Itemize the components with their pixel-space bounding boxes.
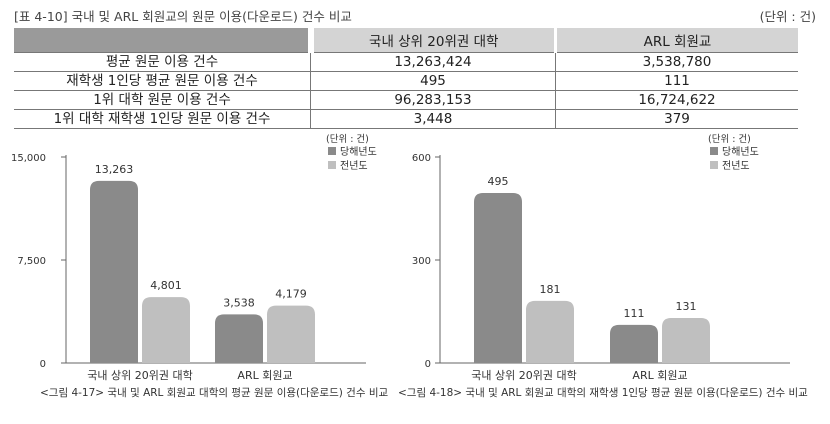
cell-domestic: 3,448 [310,109,556,129]
table-row: 평균 원문 이용 건수 13,263,424 3,538,780 [14,52,798,72]
cell-arl: 3,538,780 [555,52,798,72]
y-tick-label: 15,000 [11,153,46,164]
legend-label: 당해년도 [340,145,377,158]
legend-swatch [328,147,336,155]
row-label: 1위 대학 원문 이용 건수 [14,90,311,110]
column-header-domestic: 국내 상위 20위권 대학 [310,28,556,53]
cell-domestic: 13,263,424 [310,52,556,72]
comparison-table: 국내 상위 20위권 대학 ARL 회원교 평균 원문 이용 건수 13,263… [14,28,798,129]
cell-arl: 379 [555,109,798,129]
figure-caption: <그림 4-18> 국내 및 ARL 회원교 대학의 재학생 1인당 평균 원문… [398,387,808,399]
cell-arl: 16,724,622 [555,90,798,110]
bar-previous-year [267,305,315,363]
legend-unit: (단위 : 건) [326,133,369,145]
bar-value-label: 4,801 [150,279,182,292]
bar-previous-year [526,300,574,363]
cell-arl: 111 [555,71,798,91]
row-label: 재학생 1인당 평균 원문 이용 건수 [14,71,311,91]
table-title: [표 4-10] 국내 및 ARL 회원교의 원문 이용(다운로드) 건수 비교 [14,9,352,24]
bar-value-label: 181 [540,283,561,296]
bar-current-year [474,193,522,363]
table-header-blank [14,28,314,53]
bar-value-label: 4,179 [275,288,307,301]
x-category-label: ARL 회원교 [237,369,292,382]
x-category-label: 국내 상위 20위권 대학 [87,369,192,382]
bar-value-label: 13,263 [95,163,134,176]
legend-label: 전년도 [340,160,368,172]
column-header-arl: ARL 회원교 [554,28,798,53]
bar-current-year [610,324,658,363]
row-label: 평균 원문 이용 건수 [14,52,311,72]
bar-previous-year [662,318,710,363]
bar-value-label: 131 [676,300,697,313]
y-tick-label: 0 [425,359,431,370]
x-category-label: 국내 상위 20위권 대학 [471,369,576,382]
legend-swatch [328,161,336,169]
legend-swatch [710,161,718,169]
legend-swatch [710,147,718,155]
table-caption-row: [표 4-10] 국내 및 ARL 회원교의 원문 이용(다운로드) 건수 비교… [14,6,816,24]
legend-label: 전년도 [722,160,750,172]
bar-previous-year [142,297,190,363]
row-label: 1위 대학 재학생 1인당 원문 이용 건수 [14,109,311,129]
table-unit: (단위 : 건) [759,9,816,24]
y-tick-label: 600 [412,153,431,164]
table-row: 1위 대학 원문 이용 건수 96,283,153 16,724,622 [14,90,798,110]
table-row: 재학생 1인당 평균 원문 이용 건수 495 111 [14,71,798,91]
bar-value-label: 495 [488,175,509,188]
bar-value-label: 3,538 [223,296,255,309]
legend-label: 당해년도 [722,145,759,158]
table-row: 1위 대학 재학생 1인당 원문 이용 건수 3,448 379 [14,109,798,129]
bar-current-year [90,180,138,363]
bar-value-label: 111 [624,307,645,320]
cell-domestic: 495 [310,71,556,91]
table-header-row: 국내 상위 20위권 대학 ARL 회원교 [14,28,798,53]
y-tick-label: 7,500 [17,256,46,267]
y-tick-label: 300 [412,256,431,267]
figure-caption: <그림 4-17> 국내 및 ARL 회원교 대학의 평균 원문 이용(다운로드… [40,387,389,399]
bar-current-year [215,314,263,363]
y-tick-label: 0 [40,359,46,370]
x-category-label: ARL 회원교 [632,369,687,382]
cell-domestic: 96,283,153 [310,90,556,110]
legend-unit: (단위 : 건) [708,133,751,145]
